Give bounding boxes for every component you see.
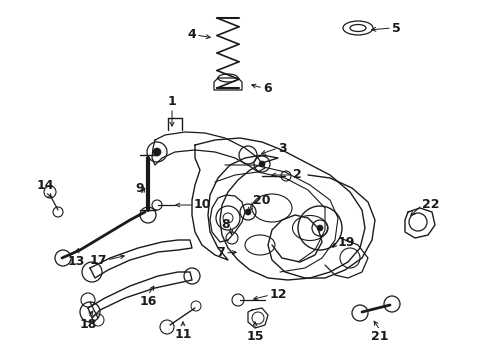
Text: 11: 11 <box>174 328 191 341</box>
Text: 18: 18 <box>79 318 97 331</box>
Text: 7: 7 <box>216 247 224 260</box>
Text: 3: 3 <box>278 141 286 154</box>
Text: 9: 9 <box>135 182 144 195</box>
Text: 16: 16 <box>139 295 156 308</box>
Text: 15: 15 <box>246 330 263 343</box>
Text: 17: 17 <box>89 253 107 266</box>
Text: 19: 19 <box>337 235 355 248</box>
Text: 6: 6 <box>263 81 271 94</box>
Circle shape <box>244 209 250 215</box>
Text: 10: 10 <box>194 198 211 211</box>
Text: 5: 5 <box>391 22 400 35</box>
Text: 4: 4 <box>187 28 196 41</box>
Circle shape <box>259 161 264 167</box>
Text: 20: 20 <box>252 194 270 207</box>
Text: 2: 2 <box>292 168 301 181</box>
Text: 14: 14 <box>36 179 54 192</box>
Text: 13: 13 <box>67 255 84 268</box>
Text: 12: 12 <box>269 288 287 302</box>
Circle shape <box>153 148 161 156</box>
Circle shape <box>316 225 323 231</box>
Text: 22: 22 <box>421 198 439 211</box>
Text: 1: 1 <box>167 95 176 108</box>
Text: 21: 21 <box>370 330 388 343</box>
Text: 8: 8 <box>221 219 229 231</box>
